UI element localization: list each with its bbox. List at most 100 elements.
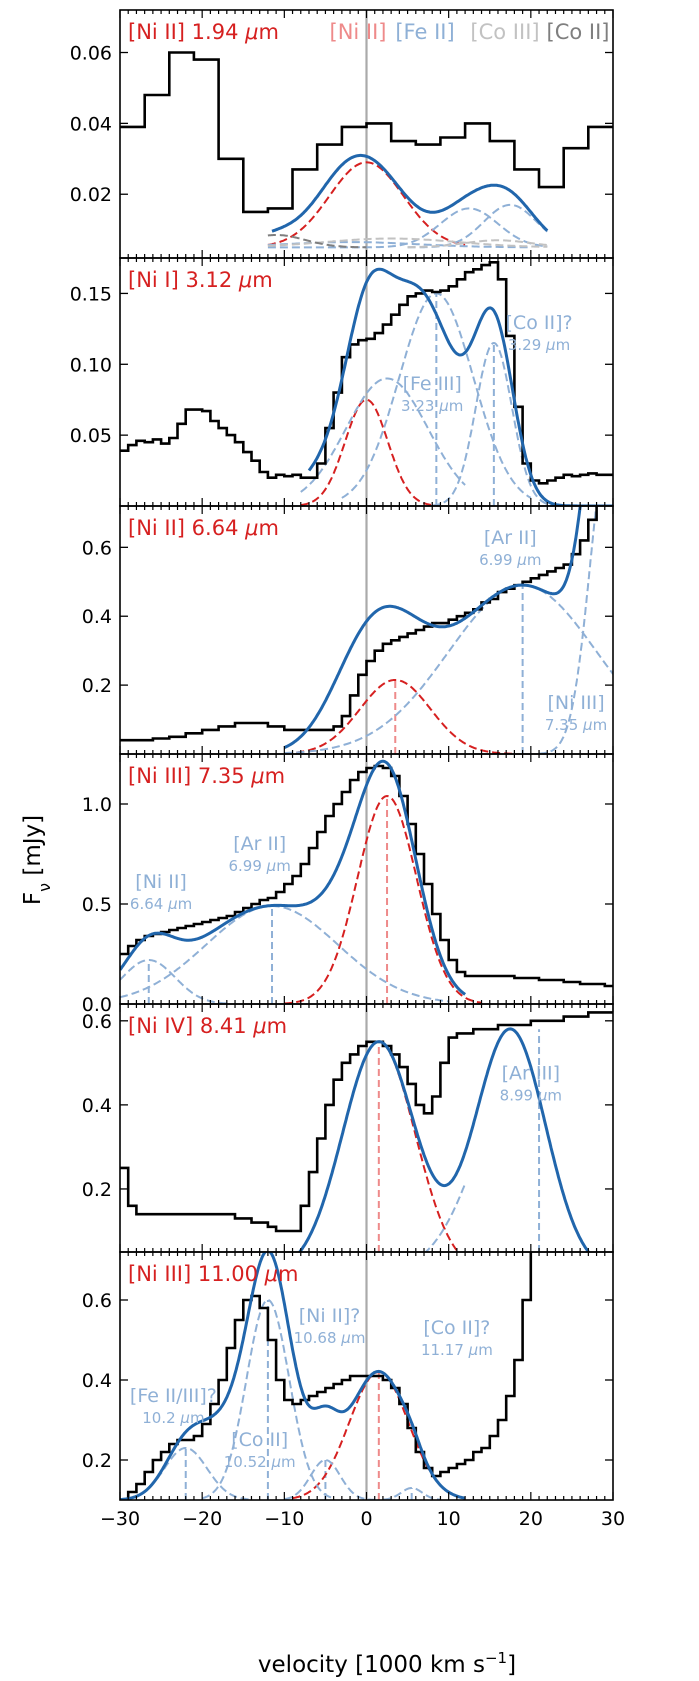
panel-title: [Ni III] 7.35 μm	[128, 764, 285, 788]
gaussian-component-2	[424, 1183, 467, 1252]
plot-area-2	[120, 258, 613, 506]
y-tick-label: 0.2	[82, 1450, 112, 1472]
gaussian-component-3	[538, 506, 598, 754]
plot-area-1	[120, 10, 613, 258]
gaussian-component-3	[407, 203, 548, 249]
annotation-label: [Ar II]	[484, 527, 537, 549]
y-tick-label: 0.2	[82, 1179, 112, 1201]
annotation-wavelength: 10.52 μm	[224, 1453, 296, 1471]
annotation-label: [Ni III]	[547, 692, 604, 714]
x-tick-label: 0	[360, 1508, 372, 1530]
plot-area-3	[120, 506, 613, 754]
model-fit	[120, 759, 466, 996]
spectrum-data	[120, 506, 598, 742]
annotation-label: [Fe II/III]?	[130, 1385, 217, 1407]
panels: 0.02 0.04 0.06 [Ni II] 1.94 μm [Ni II] [Fe II…	[70, 9, 625, 1530]
annotation-label: [Ar III]	[502, 1063, 560, 1085]
gaussian-component-2	[341, 292, 532, 499]
y-tick-label: 0.0	[82, 994, 112, 1016]
y-tick-label: 0.02	[70, 184, 112, 206]
y-axis-label: Fν [mJy]	[20, 815, 54, 905]
gaussian-component-1	[300, 398, 433, 506]
gaussian-component-5	[267, 237, 548, 248]
legend-entry: [Co II]	[547, 20, 610, 44]
y-tick-label: 1.0	[82, 794, 112, 816]
x-tick-label: −20	[182, 1508, 222, 1530]
gaussian-component-3	[432, 341, 556, 506]
annotation-label: [Co II]?	[506, 312, 573, 334]
x-tick-label: 10	[437, 1508, 461, 1530]
annotation-label: [Co II]?	[423, 1317, 490, 1339]
model-fit	[120, 1252, 466, 1500]
x-axis-label: velocity [1000 km s−1]	[258, 1649, 516, 1678]
panel-3: 0.2 0.4 0.6 [Ni II] 6.64 μm [Ar II] 6.99 μm [N…	[82, 505, 614, 755]
panel-title: [Ni II] 1.94 μm	[128, 20, 279, 44]
x-tick-label: 30	[601, 1508, 625, 1530]
x-tick-label: −30	[100, 1508, 140, 1530]
spectrum-data	[120, 1011, 613, 1233]
panel-2: 0.05 0.10 0.15 [Ni I] 3.12 μm [Co II]? 3.29 μ…	[70, 257, 614, 507]
y-tick-label: 0.4	[82, 1370, 112, 1392]
annotation-wavelength: 11.17 μm	[421, 1341, 493, 1359]
spectrum-data	[120, 51, 613, 214]
gaussian-component-1	[284, 679, 515, 754]
y-tick-label: 0.6	[82, 1011, 112, 1033]
y-tick-label: 0.6	[82, 1290, 112, 1312]
gaussian-component-3	[120, 959, 227, 1004]
annotation-wavelength: 10.2 μm	[142, 1409, 204, 1427]
gaussian-component-4	[284, 1459, 375, 1500]
y-tick-label: 0.2	[82, 675, 112, 697]
gaussian-component-3	[128, 1447, 252, 1500]
panel-title: [Ni I] 3.12 μm	[128, 268, 273, 292]
annotation-label: [Ni II]?	[299, 1305, 361, 1327]
gaussian-component-5	[382, 1487, 441, 1500]
panel-title: [Ni IV] 8.41 μm	[128, 1014, 287, 1038]
annotation-label: [Ar II]	[233, 833, 286, 855]
panel-1: 0.02 0.04 0.06 [Ni II] 1.94 μm [Ni II] [Fe II…	[70, 9, 614, 259]
annotation-wavelength: 6.99 μm	[479, 551, 541, 569]
annotation-label: [Co II]	[231, 1429, 288, 1451]
y-tick-label: 0.10	[70, 354, 112, 376]
plot-area-4	[120, 754, 613, 1004]
plot-area-6	[120, 1252, 533, 1500]
x-tick-labels: −30 −20 −10 0 10 20 30	[100, 1508, 625, 1530]
model-fit	[271, 153, 549, 233]
annotation-wavelength: 8.99 μm	[500, 1087, 562, 1105]
plot-area-5	[120, 1004, 613, 1252]
annotation-label: [Ni II]	[135, 871, 187, 893]
gaussian-component-6	[267, 234, 367, 249]
legend-entry: [Fe II]	[395, 20, 454, 44]
legend-entry: [Ni II]	[330, 20, 387, 44]
annotation-wavelength: 6.99 μm	[229, 857, 291, 875]
y-tick-label: 0.05	[70, 425, 112, 447]
annotation-wavelength: 3.23 μm	[401, 397, 463, 415]
y-tick-label: 0.4	[82, 606, 112, 628]
panel-5: 0.2 0.4 0.6 [Ni IV] 8.41 μm [Ar III] 8.99 μm	[82, 1003, 614, 1253]
panel-6: 0.2 0.4 0.6 [Ni III] 11.00 μm[Ni II]? 10.68 …	[82, 1251, 614, 1501]
panel-4: 0.0 0.5 1.0 [Ni III] 7.35 μm [Ar II] 6.99 μm […	[82, 753, 614, 1016]
panel-title: [Ni III] 11.00 μm	[128, 1262, 299, 1286]
y-tick-label: 0.4	[82, 1095, 112, 1117]
x-tick-label: 20	[519, 1508, 543, 1530]
model-fit	[283, 506, 582, 749]
annotation-wavelength: 7.35 μm	[545, 716, 607, 734]
y-tick-label: 0.04	[70, 113, 112, 135]
gaussian-component-1	[284, 794, 482, 1004]
annotation-wavelength: 6.64 μm	[130, 895, 192, 913]
gaussian-component-2	[284, 584, 613, 754]
legend-entry: [Co III]	[470, 20, 539, 44]
spectrum-data	[120, 764, 613, 988]
panel-title: [Ni II] 6.64 μm	[128, 516, 279, 540]
y-tick-label: 0.6	[82, 537, 112, 559]
gaussian-component-4	[300, 377, 466, 493]
gaussian-component-2	[120, 905, 449, 1003]
y-tick-label: 0.5	[82, 894, 112, 916]
y-tick-label: 0.06	[70, 43, 112, 65]
annotation-label: [Fe III]	[403, 373, 462, 395]
y-tick-label: 0.15	[70, 283, 112, 305]
model-fit	[297, 1027, 591, 1252]
annotation-wavelength: 3.29 μm	[508, 336, 570, 354]
x-tick-label: −10	[264, 1508, 304, 1530]
annotation-wavelength: 10.68 μm	[294, 1329, 366, 1347]
